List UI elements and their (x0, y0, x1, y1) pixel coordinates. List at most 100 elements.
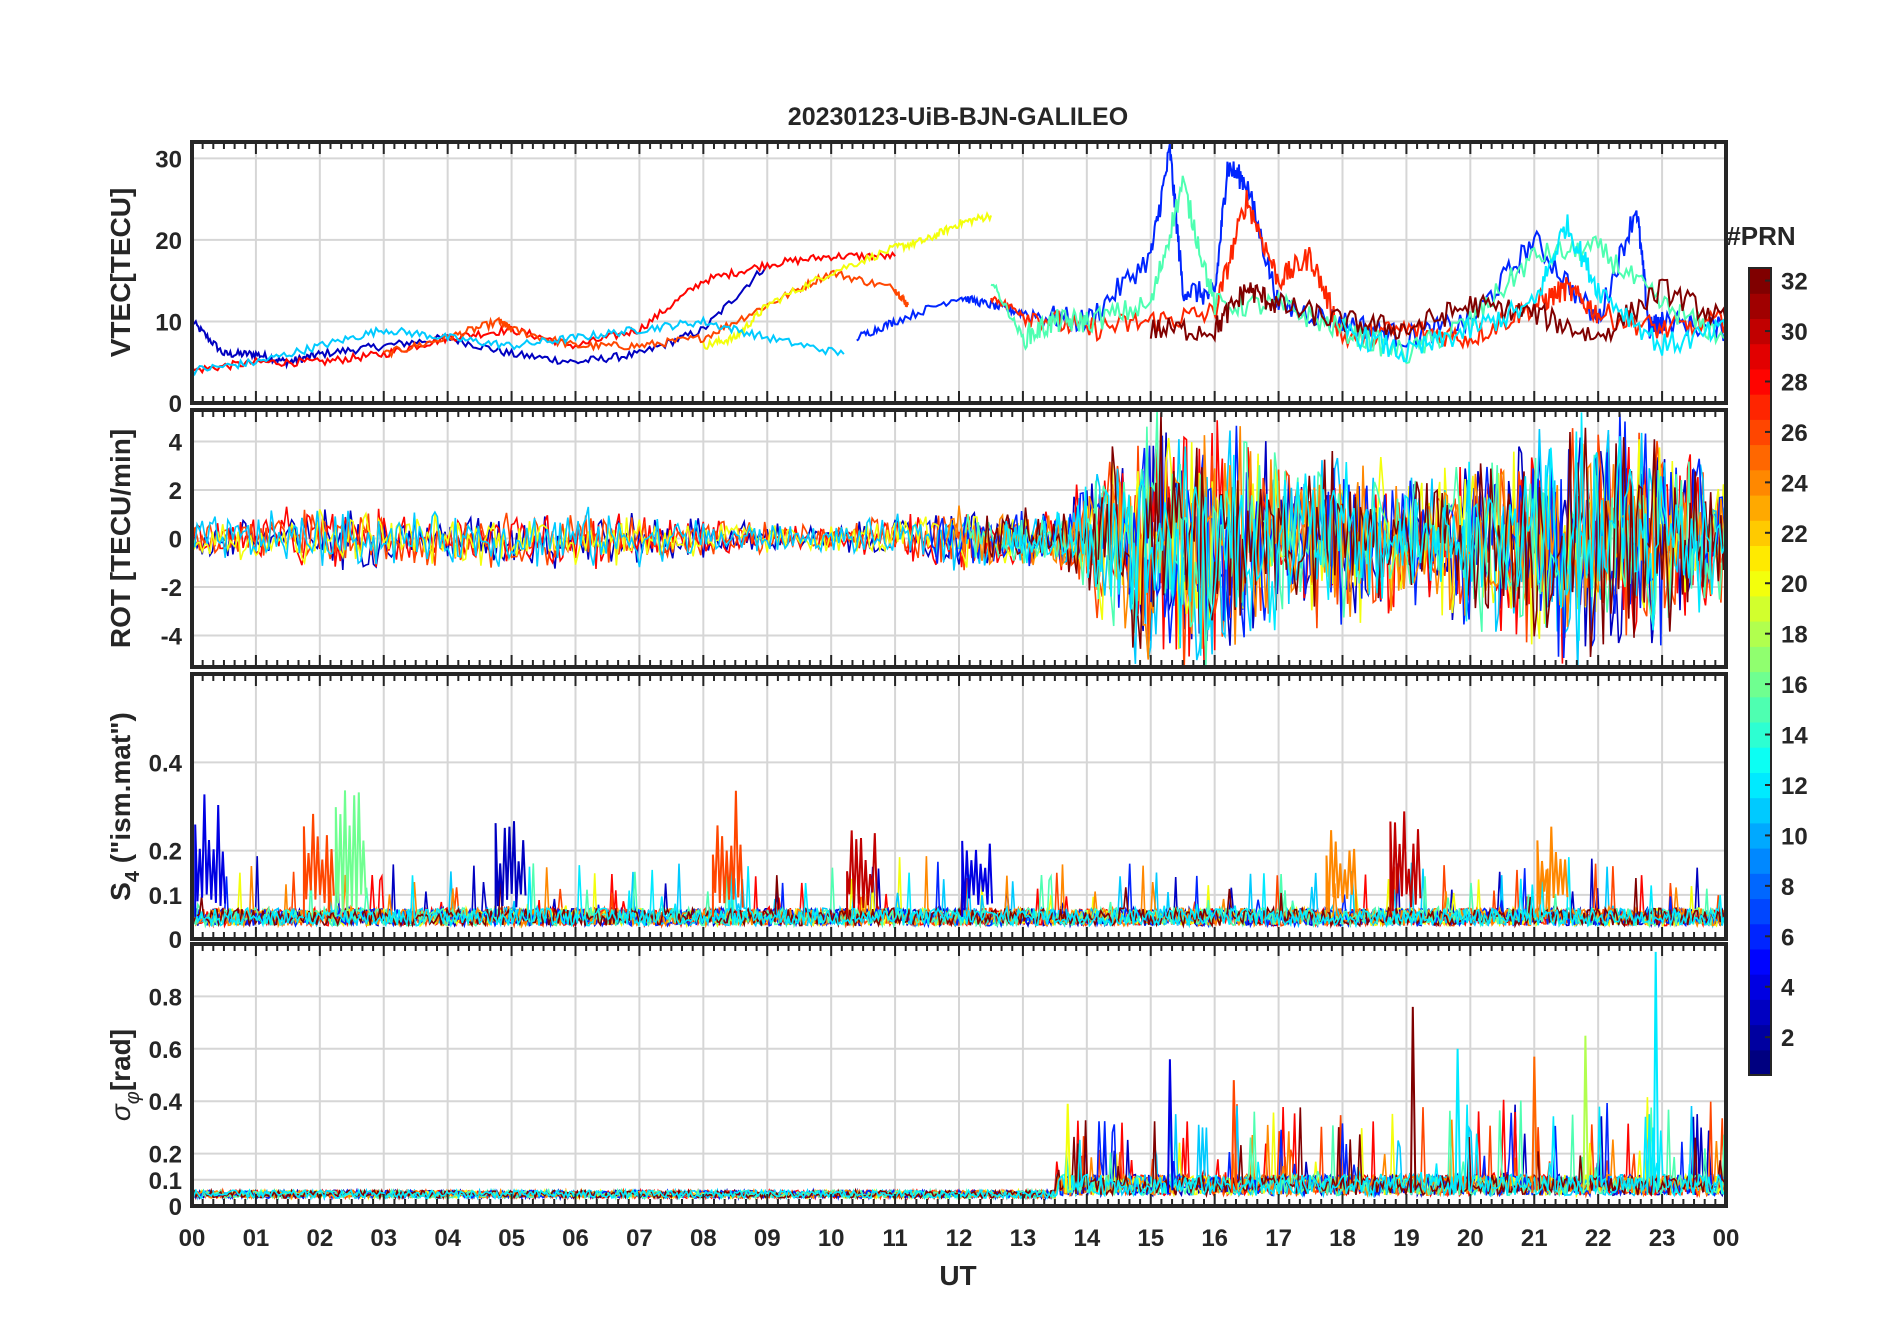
x-tick-label: 11 (882, 1225, 907, 1252)
sigma-peak (1409, 1006, 1417, 1193)
x-tick-label: 09 (754, 1225, 781, 1252)
x-axis-label: UT (939, 1260, 976, 1291)
x-tick-label: 10 (818, 1225, 845, 1252)
vtec-series-prn-3 (192, 263, 769, 370)
colorbar-band (1749, 822, 1771, 849)
y-tick-label: 20 (155, 228, 182, 255)
colorbar-band (1749, 343, 1771, 370)
vtec-series-prn-20 (702, 211, 992, 350)
sigma-peak (1582, 1035, 1589, 1193)
x-tick-label: 13 (1010, 1225, 1037, 1252)
x-tick-label: 18 (1329, 1225, 1356, 1252)
panel-sigma_phi: 00.10.2 0.4 0.6 0.8σφ[rad] (105, 942, 1728, 1221)
rot-series-prn-32 (983, 412, 1726, 658)
s4-peak (494, 821, 527, 917)
vtec-series-prn-28 (192, 251, 896, 375)
colorbar-band (1749, 1024, 1771, 1051)
vtec-series-group (192, 143, 1726, 377)
y-tick-label: 0.1 (149, 883, 182, 910)
y-tick-label: 0.2 (149, 1142, 182, 1169)
x-tick-label: 20 (1457, 1225, 1484, 1252)
panel-s4: 0 0.1 0.2 0.4S4 ("ism.mat") (105, 672, 1728, 954)
colorbar-frame (1748, 267, 1772, 1076)
colorbar-band (1749, 974, 1771, 1000)
colorbar-tick-label: 30 (1781, 319, 1808, 346)
sigma-peak (1454, 1048, 1462, 1193)
colorbar-tick-label: 16 (1781, 672, 1808, 699)
y-tick-label: 2 (169, 478, 182, 505)
panel-vtec: 0 10 20 30 VTEC[TECU] (105, 140, 1728, 418)
colorbar-tick-label: 28 (1781, 369, 1808, 396)
y-tick-label: -4 (161, 623, 183, 650)
sigma-peak (1531, 1056, 1538, 1193)
rot-series-group (192, 410, 1726, 667)
s4-peak (711, 790, 744, 917)
colorbar-band (1749, 797, 1771, 824)
colorbar-band (1749, 696, 1771, 723)
s4-peak (846, 830, 879, 917)
y-tick-label: 0.4 (149, 750, 183, 777)
x-tick-label: 15 (1137, 1225, 1164, 1252)
colorbar-band (1749, 444, 1771, 471)
colorbar-tick-label: 8 (1781, 874, 1794, 901)
x-tick-label: 04 (434, 1225, 461, 1252)
vtec-series-prn-12 (1341, 214, 1726, 363)
sigma-peak (1652, 951, 1660, 1193)
s4-peak (1536, 826, 1569, 917)
x-tick-label: 21 (1521, 1225, 1548, 1252)
x-tick-label: 01 (243, 1225, 270, 1252)
x-tick-label: 06 (562, 1225, 589, 1252)
colorbar-band (1749, 999, 1771, 1026)
rot-series-prn-12 (1002, 412, 1726, 656)
colorbar-band (1749, 721, 1771, 748)
colorbar-tick-label: 14 (1781, 723, 1808, 750)
y-axis-label: S4 ("ism.mat") (105, 712, 144, 901)
figure-title: 20230123-UiB-BJN-GALILEO (788, 103, 1128, 131)
x-tick-label: 07 (626, 1225, 653, 1252)
colorbar-band (1749, 394, 1771, 420)
y-tick-label: -2 (161, 575, 182, 602)
x-tick-label: 12 (946, 1225, 973, 1252)
x-tick-label: 23 (1649, 1225, 1676, 1252)
colorbar-band (1749, 948, 1771, 975)
s4-series-group (192, 790, 1725, 929)
colorbar-band (1749, 1049, 1771, 1076)
x-tick-label: 22 (1585, 1225, 1612, 1252)
x-tick-label: 02 (306, 1225, 333, 1252)
colorbar-band (1749, 293, 1771, 319)
vtec-series-prn-11 (192, 315, 845, 377)
y-tick-label: 0.8 (149, 984, 182, 1011)
colorbar-band (1749, 570, 1771, 597)
y-tick-label: 0.4 (149, 1089, 183, 1116)
vtec-series-prn-32 (1149, 278, 1726, 344)
colorbar-band (1749, 268, 1771, 294)
y-tick-label: 0 (169, 391, 182, 418)
s4-series-prn-12 (192, 857, 1725, 929)
colorbar-band (1749, 368, 1771, 395)
s4-peak (302, 813, 335, 917)
x-tick-label: 03 (370, 1225, 397, 1252)
colorbar-band (1749, 898, 1771, 925)
s4-peak (1325, 830, 1358, 917)
colorbar-tick-label: 20 (1781, 571, 1808, 598)
colorbar-band (1749, 848, 1771, 874)
y-axis-label: ROT [TECU/min] (105, 429, 136, 648)
y-tick-label: 0.6 (149, 1037, 182, 1064)
colorbar-band (1749, 520, 1771, 546)
colorbar-band (1749, 469, 1771, 496)
colorbar-band (1749, 621, 1771, 647)
colorbar-band (1749, 495, 1771, 521)
colorbar-band (1749, 545, 1771, 572)
vtec-series-prn-27 (990, 189, 1726, 350)
y-axis-label: σφ[rad] (105, 1029, 144, 1121)
y-tick-label: 30 (155, 146, 182, 173)
x-tick-label: 00 (1713, 1225, 1740, 1252)
colorbar-band (1749, 419, 1771, 446)
s4-peak (961, 840, 994, 917)
y-tick-label: 0.1 (149, 1168, 182, 1195)
colorbar-tick-label: 6 (1781, 924, 1794, 951)
colorbar-band (1749, 318, 1771, 345)
